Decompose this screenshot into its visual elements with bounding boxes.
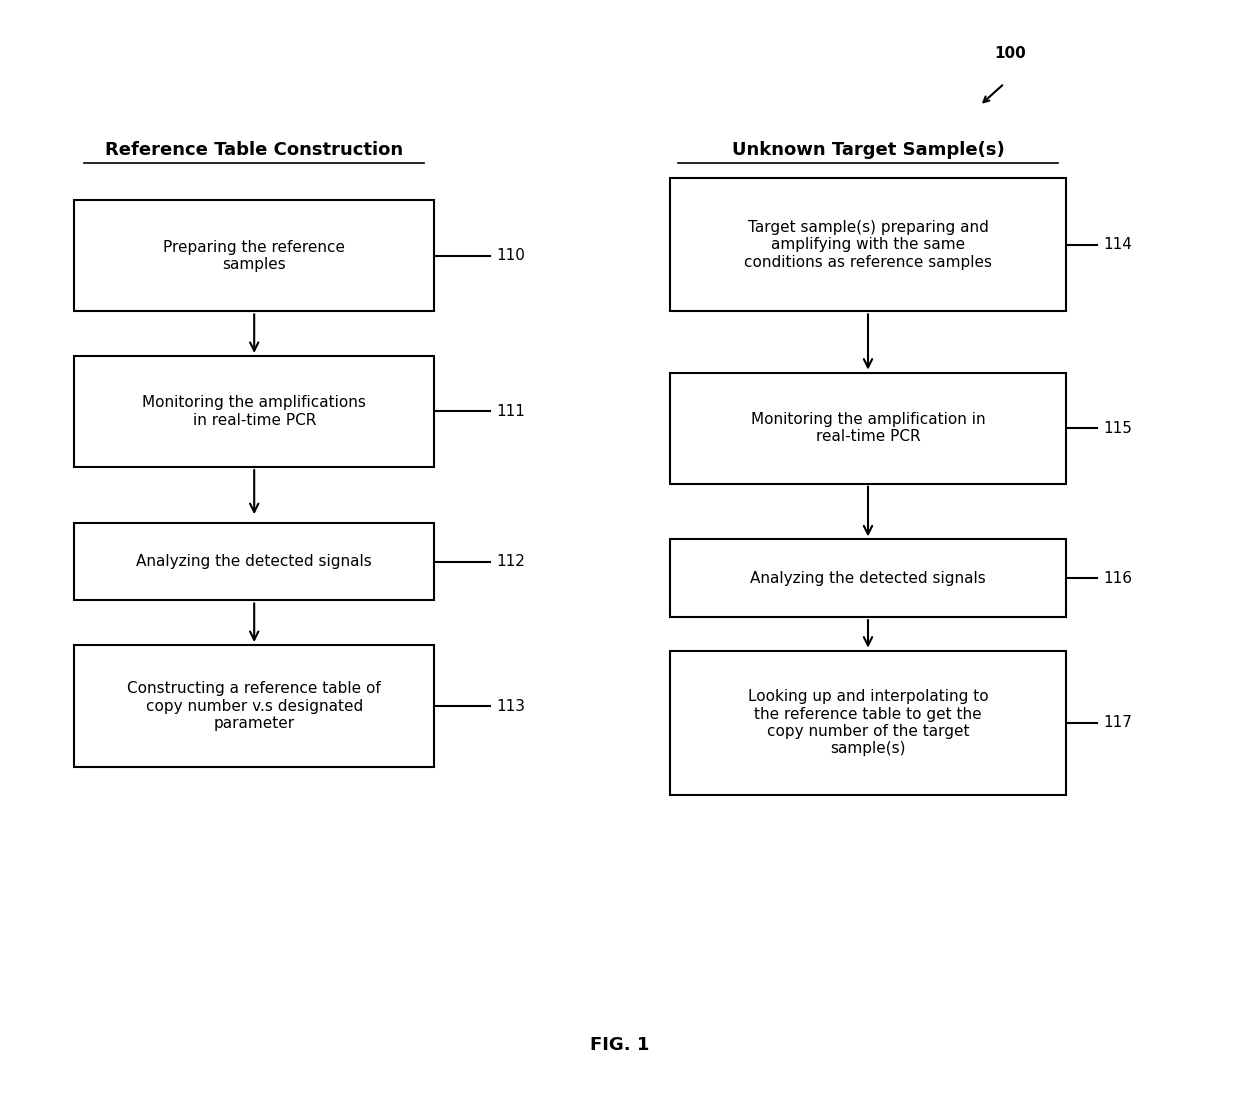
Text: 111: 111 (496, 404, 525, 419)
FancyBboxPatch shape (670, 373, 1066, 484)
FancyBboxPatch shape (74, 645, 434, 767)
FancyBboxPatch shape (74, 523, 434, 600)
Text: 115: 115 (1104, 420, 1132, 436)
Text: Unknown Target Sample(s): Unknown Target Sample(s) (732, 141, 1004, 159)
Text: 113: 113 (496, 698, 525, 714)
Text: Analyzing the detected signals: Analyzing the detected signals (750, 570, 986, 586)
Text: Monitoring the amplifications
in real-time PCR: Monitoring the amplifications in real-ti… (143, 395, 366, 428)
Text: 117: 117 (1104, 715, 1132, 731)
Text: Reference Table Construction: Reference Table Construction (105, 141, 403, 159)
Text: FIG. 1: FIG. 1 (590, 1036, 650, 1054)
FancyBboxPatch shape (74, 200, 434, 311)
Text: Constructing a reference table of
copy number v.s designated
parameter: Constructing a reference table of copy n… (128, 682, 381, 731)
Text: 116: 116 (1104, 570, 1132, 586)
Text: Preparing the reference
samples: Preparing the reference samples (164, 239, 345, 272)
Text: Analyzing the detected signals: Analyzing the detected signals (136, 554, 372, 569)
FancyBboxPatch shape (74, 356, 434, 467)
Text: Target sample(s) preparing and
amplifying with the same
conditions as reference : Target sample(s) preparing and amplifyin… (744, 220, 992, 269)
Text: 100: 100 (994, 47, 1027, 61)
FancyBboxPatch shape (670, 539, 1066, 617)
FancyBboxPatch shape (670, 651, 1066, 795)
Text: 112: 112 (496, 554, 525, 569)
Text: 114: 114 (1104, 237, 1132, 252)
FancyBboxPatch shape (670, 178, 1066, 311)
Text: Looking up and interpolating to
the reference table to get the
copy number of th: Looking up and interpolating to the refe… (748, 689, 988, 756)
Text: Monitoring the amplification in
real-time PCR: Monitoring the amplification in real-tim… (750, 411, 986, 445)
Text: 110: 110 (496, 248, 525, 264)
